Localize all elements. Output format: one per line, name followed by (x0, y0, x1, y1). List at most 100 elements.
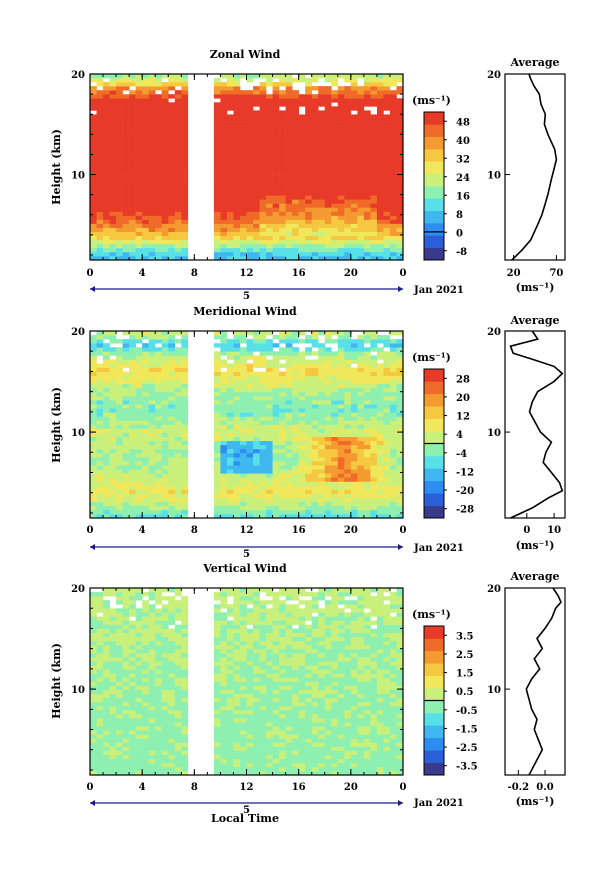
heatmap-cell (181, 770, 189, 776)
heatmap-cell (318, 102, 326, 107)
heatmap-cell (272, 505, 280, 511)
heatmap-cell (383, 191, 391, 196)
heatmap-cell (383, 391, 391, 397)
heatmap-cell (220, 331, 228, 336)
heatmap-cell (116, 187, 123, 192)
heatmap-cell (226, 86, 234, 91)
heatmap-cell (226, 231, 234, 237)
heatmap-cell (350, 436, 358, 442)
heatmap-cell (239, 355, 247, 360)
heatmap-cell (389, 347, 397, 352)
heatmap-cell (357, 90, 365, 95)
heatmap-cell (396, 227, 404, 232)
heatmap-cell (90, 255, 97, 261)
heatmap-cell (161, 150, 169, 156)
heatmap-cell (174, 195, 182, 200)
heatmap-cell (363, 130, 371, 135)
heatmap-cell (135, 465, 143, 470)
heatmap-cell (363, 383, 371, 389)
heatmap-cell (324, 391, 332, 397)
heatmap-cell (259, 440, 267, 446)
heatmap-cell (220, 351, 228, 356)
heatmap-cell (135, 142, 143, 148)
heatmap-cell (383, 436, 391, 442)
heatmap-cell (90, 722, 97, 727)
heatmap-cell (279, 416, 286, 421)
heatmap-cell (363, 396, 371, 401)
heatmap-cell (116, 359, 123, 364)
heatmap-cell (116, 396, 123, 401)
heatmap-cell (396, 770, 404, 776)
heatmap-cell (389, 110, 397, 115)
heatmap-cell (213, 387, 221, 393)
heatmap-cell (109, 195, 117, 200)
heatmap-cell (344, 335, 352, 340)
heatmap-cell (135, 215, 143, 220)
heatmap-cell (103, 766, 110, 772)
heatmap-cell (246, 420, 254, 425)
heatmap-cell (344, 114, 352, 119)
heatmap-cell (174, 219, 182, 224)
heatmap-cell (376, 709, 384, 715)
heatmap-cell (109, 396, 117, 401)
heatmap-cell (142, 432, 149, 437)
heatmap-cell (90, 138, 97, 144)
heatmap-cell (292, 432, 299, 437)
heatmap-cell (279, 134, 286, 139)
heatmap-cell (253, 211, 260, 216)
heatmap-cell (337, 195, 345, 200)
heatmap-cell (135, 78, 143, 83)
heatmap-cell (311, 416, 319, 421)
heatmap-cell (103, 203, 110, 208)
heatmap-cell (226, 726, 234, 731)
heatmap-cell (122, 167, 130, 172)
heatmap-cell (266, 227, 273, 232)
heatmap-cell (155, 766, 163, 772)
heatmap-cell (311, 375, 319, 381)
heatmap-cell (324, 489, 332, 494)
heatmap-cell (279, 457, 286, 462)
heatmap-cell (168, 493, 176, 498)
heatmap-cell (344, 351, 352, 356)
heatmap-cell (142, 351, 149, 356)
heatmap-cell (259, 452, 267, 458)
heatmap-cell (161, 726, 169, 731)
heatmap-cell (292, 738, 299, 743)
heatmap-cell (292, 110, 299, 115)
heatmap-cell (376, 509, 384, 515)
heatmap-cell (161, 457, 169, 462)
heatmap-cell (233, 74, 241, 79)
heatmap-cell (213, 391, 221, 397)
heatmap-cell (350, 171, 358, 176)
heatmap-cell (226, 420, 234, 425)
heatmap-cell (292, 412, 299, 417)
heatmap-cell (174, 444, 182, 450)
heatmap-cell (168, 187, 176, 192)
heatmap-cell (318, 396, 326, 401)
heatmap-cell (324, 493, 332, 498)
heatmap-cell (350, 191, 358, 196)
heatmap-cell (337, 114, 345, 119)
heatmap-cell (129, 98, 136, 103)
heatmap-cell (168, 722, 176, 727)
heatmap-cell (226, 473, 234, 478)
heatmap-cell (370, 187, 378, 192)
heatmap-cell (253, 158, 260, 164)
heatmap-cell (109, 367, 117, 372)
heatmap-cell (259, 705, 267, 711)
heatmap-cell (376, 730, 384, 735)
heatmap-cell (109, 742, 117, 747)
heatmap-cell (363, 379, 371, 385)
heatmap-cell (383, 705, 391, 711)
colorbar-segment (424, 480, 444, 494)
heatmap-cell (135, 167, 143, 172)
heatmap-cell (324, 432, 332, 437)
heatmap-cell (324, 485, 332, 490)
heatmap-cell (129, 497, 136, 503)
heatmap-cell (383, 505, 391, 511)
heatmap-cell (161, 412, 169, 417)
heatmap-cell (279, 705, 286, 711)
heatmap-cell (161, 175, 169, 180)
heatmap-cell (135, 489, 143, 494)
heatmap-cell (389, 391, 397, 397)
